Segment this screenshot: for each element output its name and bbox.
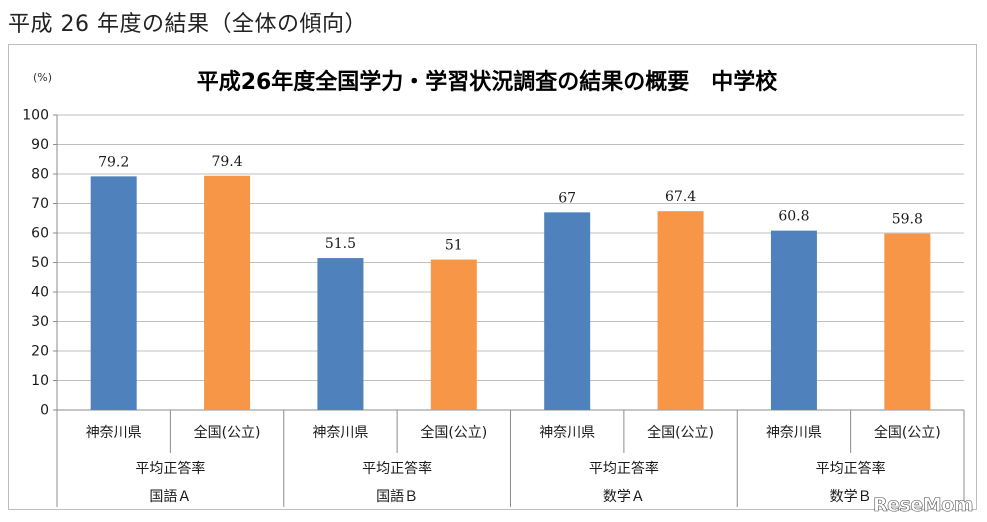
y-tick-label: 40 — [31, 285, 49, 301]
data-label: 51 — [445, 238, 463, 254]
y-tick-label: 20 — [31, 344, 49, 360]
bars: 79.2 79.4 51.5 51 67 67.4 60.8 59.8 — [90, 154, 931, 410]
x-tick-label: 神奈川県 — [86, 425, 142, 441]
subject-label: 国語Ａ — [149, 489, 191, 505]
data-label: 59.8 — [892, 212, 923, 228]
x-tick-label: 神奈川県 — [539, 425, 595, 441]
x-axis: 神奈川県 全国(公立) 神奈川県 全国(公立) 神奈川県 全国(公立) 神奈川県 全国(公立)… — [56, 410, 965, 507]
bar — [884, 233, 931, 410]
x-tick-label: 全国(公立) — [420, 424, 487, 441]
bar-chart: 平成26年度全国学力・学習状況調査の結果の概要 中学校 (%) 79.2 79.4… — [22, 69, 965, 507]
page-heading: 平成 26 年度の結果（全体の傾向） — [8, 12, 367, 37]
y-tick-label: 100 — [22, 108, 49, 124]
x-tick-label: 全国(公立) — [194, 424, 261, 441]
bar — [544, 212, 591, 410]
subject-label: 国語Ｂ — [376, 489, 418, 505]
y-tick-label: 60 — [31, 226, 49, 242]
data-label: 67 — [558, 190, 576, 206]
data-label: 79.2 — [98, 154, 129, 170]
gridlines — [53, 114, 964, 411]
y-tick-label: 30 — [31, 314, 49, 330]
data-label: 79.4 — [211, 154, 242, 170]
y-tick-label: 0 — [40, 403, 49, 419]
x-tick-label: 全国(公立) — [647, 424, 714, 441]
y-tick-label: 70 — [31, 196, 49, 212]
x-tick-label: 全国(公立) — [874, 424, 941, 441]
y-tick-labels: 0 10 20 30 40 50 60 70 80 90 100 — [22, 108, 49, 419]
bar — [770, 230, 817, 410]
subject-label: 数学Ｂ — [830, 489, 872, 505]
bar — [90, 176, 137, 410]
y-tick-label: 90 — [31, 137, 49, 153]
y-tick-label: 80 — [31, 167, 49, 183]
subject-label: 数学Ａ — [603, 489, 645, 505]
data-label: 60.8 — [778, 209, 809, 225]
x-tick-label: 神奈川県 — [766, 425, 822, 441]
chart-title: 平成26年度全国学力・学習状況調査の結果の概要 中学校 — [197, 69, 779, 95]
x-tick-label: 神奈川県 — [312, 425, 368, 441]
bar — [657, 211, 704, 410]
resemom-watermark: ReseMom — [873, 494, 974, 517]
bar — [430, 259, 477, 410]
bar — [204, 175, 251, 410]
metric-label: 平均正答率 — [816, 460, 886, 477]
metric-label: 平均正答率 — [362, 460, 432, 477]
metric-label: 平均正答率 — [589, 460, 659, 477]
data-label: 51.5 — [325, 236, 356, 252]
metric-label: 平均正答率 — [135, 460, 205, 477]
bar — [317, 258, 364, 410]
y-tick-label: 50 — [31, 255, 49, 271]
y-axis-unit-label: (%) — [33, 71, 52, 84]
data-label: 67.4 — [665, 189, 696, 205]
y-tick-label: 10 — [31, 373, 49, 389]
chart-frame: 平成26年度全国学力・学習状況調査の結果の概要 中学校 (%) 79.2 79.4… — [8, 44, 977, 510]
